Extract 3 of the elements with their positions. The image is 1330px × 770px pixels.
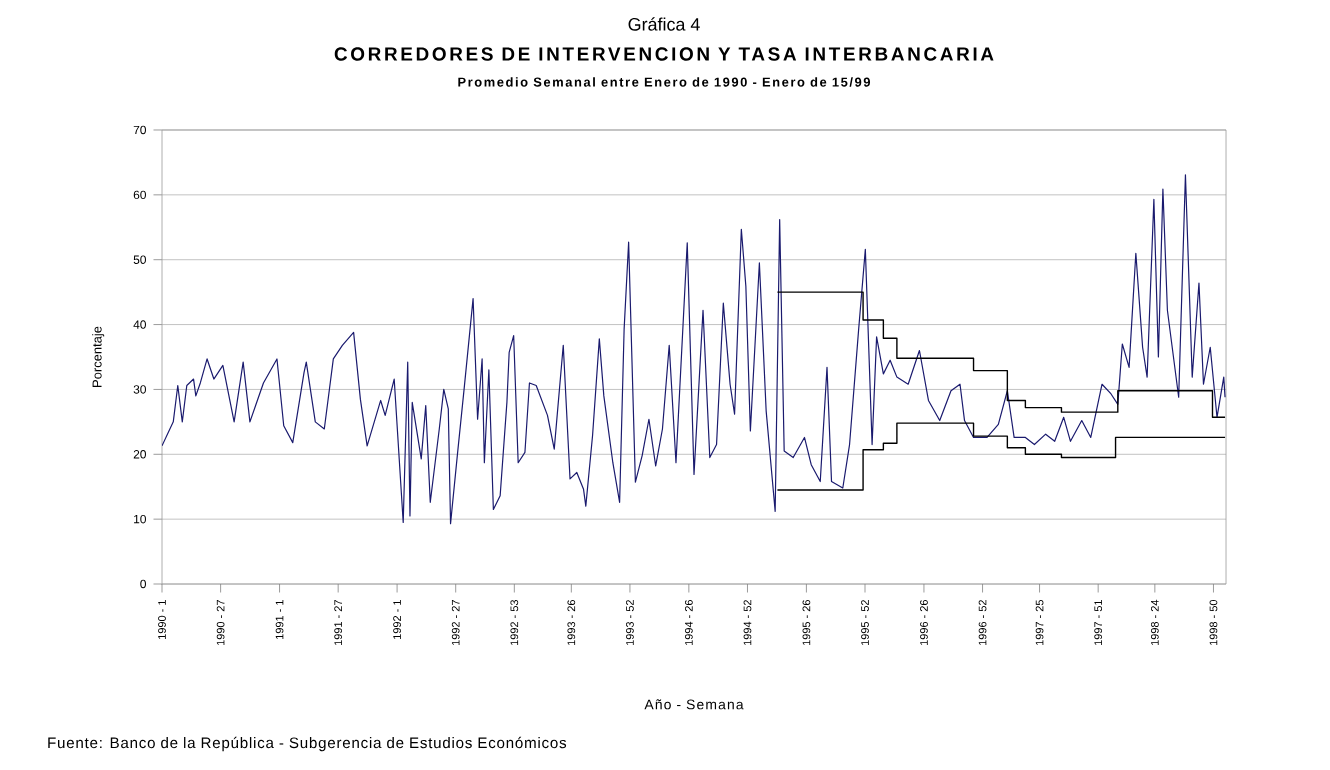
line-series: [162, 174, 1226, 525]
chart-title: CORREDORES DE INTERVENCION Y TASA INTERBANCARIA: [334, 47, 994, 61]
text: Gráfica 4: [628, 17, 700, 31]
